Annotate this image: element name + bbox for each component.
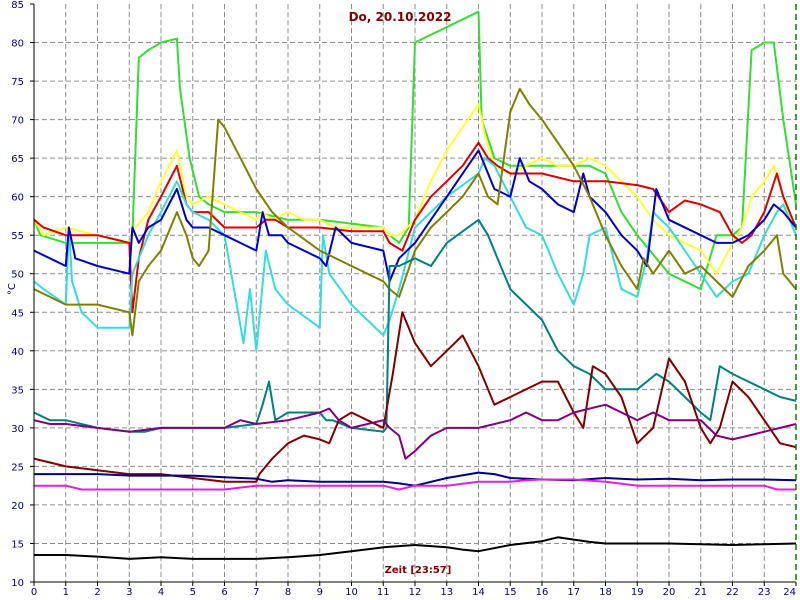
y-tick-label: 60 [11,193,24,204]
series-line-11 [34,478,796,491]
series-line-10 [34,471,797,487]
x-tick-label: 10 [345,587,358,598]
series-lines [33,10,797,560]
y-tick-label: 55 [11,231,24,242]
x-tick-label: 0 [31,587,37,598]
y-tick-label: 85 [11,0,24,11]
y-tick-label: 30 [11,424,24,435]
x-tick-label: 16 [536,587,549,598]
y-tick-label: 50 [11,270,24,281]
y-tick-label: 20 [11,501,24,512]
series-line-1 [33,10,797,291]
y-tick-label: 40 [11,347,24,358]
x-tick-label: 19 [631,587,644,598]
series-line-5 [33,149,797,283]
x-axis-label: Zeit [23:57] [385,565,452,576]
x-tick-label: 11 [377,587,390,598]
y-axis-label: °C [7,283,18,295]
y-tick-label: 35 [11,385,24,396]
y-tick-label: 65 [11,154,24,165]
x-tick-label: 2 [94,587,100,598]
y-tick-label: 25 [11,462,24,473]
x-tick-label: 4 [158,587,164,598]
x-tick-label: 1 [63,587,69,598]
y-tick-label: 10 [11,578,24,589]
series-line-3 [33,141,797,314]
x-tick-label: 18 [599,587,612,598]
x-tick-label: 21 [694,587,707,598]
series-line-12 [34,536,797,560]
series-line-8 [33,311,797,483]
x-tick-label: 3 [126,587,132,598]
y-tick-label: 15 [11,539,24,550]
y-tick-label: 80 [11,39,24,50]
x-tick-label: 9 [317,587,323,598]
series-line-6 [33,87,797,337]
y-tick-label: 75 [11,77,24,88]
x-tick-label: 24 [783,587,796,598]
chart-title: Do, 20.10.2022 [349,10,452,24]
x-tick-label: 22 [726,587,739,598]
x-tick-label: 17 [567,587,580,598]
x-tick-label: 6 [221,587,227,598]
x-tick-labels: 0 1 2 3 4 5 6 7 8 9 10 11 12 13 14 15 16 17 18 19 20 21 22 23 24 [31,582,797,598]
y-tick-label: 70 [11,116,24,127]
x-tick-label: 13 [440,587,453,598]
x-tick-label: 8 [285,587,291,598]
x-tick-label: 15 [504,587,517,598]
y-tick-label: 45 [11,308,24,319]
series-line-9 [33,403,797,460]
y-tick-labels: 10 15 20 25 30 35 40 45 50 55 60 65 70 75 80 85 [11,0,34,589]
x-tick-label: 7 [253,587,259,598]
x-tick-label: 5 [190,587,196,598]
x-tick-label: 14 [472,587,485,598]
x-tick-label: 23 [758,587,771,598]
x-tick-label: 20 [663,587,676,598]
x-tick-label: 12 [409,587,422,598]
